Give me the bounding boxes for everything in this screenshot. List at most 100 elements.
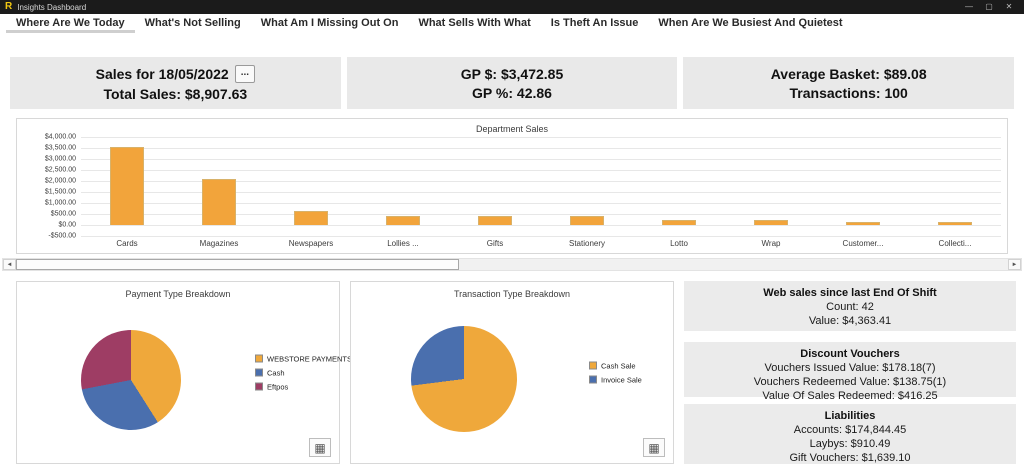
gridline <box>81 203 1001 204</box>
gridline <box>81 148 1001 149</box>
gridline <box>81 137 1001 138</box>
gp-percent-value: GP %: 42.86 <box>472 84 552 101</box>
y-axis-tick: $0.00 <box>58 221 76 229</box>
pie-panel-2: Transaction Type Breakdown Cash Sale Invo… <box>350 281 674 464</box>
chart-horizontal-scrollbar[interactable]: ◄ ► <box>2 258 1022 271</box>
legend-swatch <box>255 382 263 391</box>
bar-cards <box>110 146 144 225</box>
average-basket-value: Average Basket: $89.08 <box>770 65 927 82</box>
gp-dollars-value: GP $: $3,472.85 <box>460 65 564 82</box>
tab-where-are-we-today[interactable]: Where Are We Today <box>6 14 135 33</box>
gridline <box>81 192 1001 193</box>
y-axis-tick: $1,000.00 <box>44 199 76 207</box>
window-title: Insights Dashboard <box>17 2 87 12</box>
tab-bar: Where Are We Today What's Not Selling What… <box>0 14 1024 33</box>
legend-item-invoice-sale: Invoice Sale <box>589 375 642 384</box>
x-axis-label-wrap: Wrap <box>761 239 781 248</box>
info-panel-line: Value: $4,363.41 <box>808 315 892 327</box>
legend-label: Eftpos <box>267 382 289 391</box>
tab-what-sells-with-what[interactable]: What Sells With What <box>418 17 531 29</box>
bottom-row: Payment Type Breakdown WEBSTORE PAYMENTS… <box>16 281 1016 464</box>
bar-lotto <box>662 220 696 225</box>
legend-item-webstore-payments: WEBSTORE PAYMENTS <box>255 354 352 363</box>
y-axis-tick: $500.00 <box>50 210 76 218</box>
transaction-pie-legend: Cash Sale Invoice Sale <box>589 361 642 384</box>
legend-label: Cash <box>267 368 285 377</box>
legend-label: WEBSTORE PAYMENTS <box>267 354 353 363</box>
x-axis-label-lollies: Lollies ... <box>387 239 419 248</box>
bar-wrap <box>754 219 788 225</box>
legend-item-cash: Cash <box>255 368 352 377</box>
legend-label: Invoice Sale <box>601 375 642 384</box>
scroll-left-icon[interactable]: ◄ <box>3 259 16 270</box>
info-panel-line: Laybys: $910.49 <box>809 438 891 450</box>
title-bar: R Insights Dashboard — ▢ ✕ <box>0 0 1024 14</box>
show-data-table-button[interactable]: ▦ <box>643 438 665 457</box>
tab-when-are-we-busiest-and-quietest[interactable]: When Are We Busiest And Quietest <box>658 17 843 29</box>
info-panel-line: Vouchers Issued Value: $178.18(7) <box>764 362 936 374</box>
bar-plot: $4,000.00 $3,500.00 $3,000.00 $2,500.00 $2,0… <box>45 134 1001 240</box>
pie-panel-1: Payment Type Breakdown WEBSTORE PAYMENTS… <box>16 281 352 464</box>
y-axis-tick: $4,000.00 <box>44 133 76 141</box>
transaction-pie-title: Transaction Type Breakdown <box>453 289 571 299</box>
sales-menu-button[interactable]: ... <box>234 64 256 83</box>
window-controls: — ▢ ✕ <box>959 0 1019 14</box>
legend-item-eftpos: Eftpos <box>255 382 352 391</box>
x-axis-label-newspapers: Newspapers <box>288 239 334 248</box>
info-panel-line: Vouchers Redeemed Value: $138.75(1) <box>753 376 947 388</box>
bar-stationery <box>570 216 604 225</box>
transactions-value: Transactions: 100 <box>789 84 908 101</box>
y-axis-tick: $2,500.00 <box>44 166 76 174</box>
transaction-pie-chart <box>411 326 517 432</box>
legend-swatch <box>255 354 263 363</box>
close-icon[interactable]: ✕ <box>1005 2 1013 11</box>
payment-pie-title: Payment Type Breakdown <box>125 289 231 299</box>
gridline <box>81 159 1001 160</box>
gp-card: GP $: $3,472.85 GP %: 42.86 <box>346 57 678 109</box>
tab-is-theft-an-issue[interactable]: Is Theft An Issue <box>550 17 639 29</box>
department-sales-chart: Department Sales $4,000.00 $3,500.00 $3,00… <box>16 118 1008 254</box>
info-panel-liabilities: Liabilities Accounts: $174,844.45 Laybys: … <box>684 404 1016 464</box>
tab-what-am-i-missing-out-on[interactable]: What Am I Missing Out On <box>260 17 399 29</box>
y-axis-tick: -$500.00 <box>48 232 76 240</box>
minimize-icon[interactable]: — <box>965 2 973 11</box>
sales-date-label: Sales for 18/05/2022 <box>95 65 229 82</box>
show-data-table-button[interactable]: ▦ <box>309 438 331 457</box>
sales-card-title: Sales for 18/05/2022 ... <box>95 64 256 83</box>
total-sales-value: Total Sales: $8,907.63 <box>103 85 248 102</box>
bar-magazines <box>202 179 236 225</box>
tab-what-s-not-selling[interactable]: What's Not Selling <box>144 17 241 29</box>
payment-pie-legend: WEBSTORE PAYMENTS Cash Eftpos <box>255 354 352 391</box>
legend-item-cash-sale: Cash Sale <box>589 361 642 370</box>
x-axis-label-customer: Customer... <box>842 239 884 248</box>
x-axis-label-stationery: Stationery <box>568 239 606 248</box>
bar-lollies <box>386 215 420 225</box>
x-axis-label-cards: Cards <box>116 239 138 248</box>
maximize-icon[interactable]: ▢ <box>985 2 993 11</box>
gridline <box>81 181 1001 182</box>
legend-label: Cash Sale <box>601 361 636 370</box>
y-axis-tick: $2,000.00 <box>44 177 76 185</box>
bar-categories: Cards Magazines Newspapers Lollies ... Gifts… <box>81 239 1001 248</box>
sales-card: Sales for 18/05/2022 ... Total Sales: $8… <box>10 57 341 109</box>
scrollbar-thumb[interactable] <box>16 259 460 270</box>
basket-card: Average Basket: $89.08 Transactions: 100 <box>683 57 1015 109</box>
app-logo-icon: R <box>5 1 13 12</box>
gridline <box>81 170 1001 171</box>
right-column: Web sales since last End Of Shift Count: … <box>684 281 1016 464</box>
bar-newspapers <box>294 210 328 225</box>
x-axis-label-collecti: Collecti... <box>938 239 972 248</box>
info-panel-line: Count: 42 <box>826 301 874 313</box>
y-axis-tick: $3,000.00 <box>44 155 76 163</box>
payment-pie-chart <box>81 330 181 430</box>
gridline <box>81 225 1001 226</box>
x-axis-label-magazines: Magazines <box>199 239 239 248</box>
x-axis-label-lotto: Lotto <box>670 239 688 248</box>
info-panel-discount-vouchers: Discount Vouchers Vouchers Issued Value: … <box>684 342 1016 402</box>
bar-chart-title: Department Sales <box>475 124 549 134</box>
scroll-right-icon[interactable]: ► <box>1008 259 1021 270</box>
gridline <box>81 214 1001 215</box>
info-panel-line: Gift Vouchers: $1,639.10 <box>789 452 911 464</box>
legend-swatch <box>589 361 597 370</box>
bar-gifts <box>478 216 512 225</box>
